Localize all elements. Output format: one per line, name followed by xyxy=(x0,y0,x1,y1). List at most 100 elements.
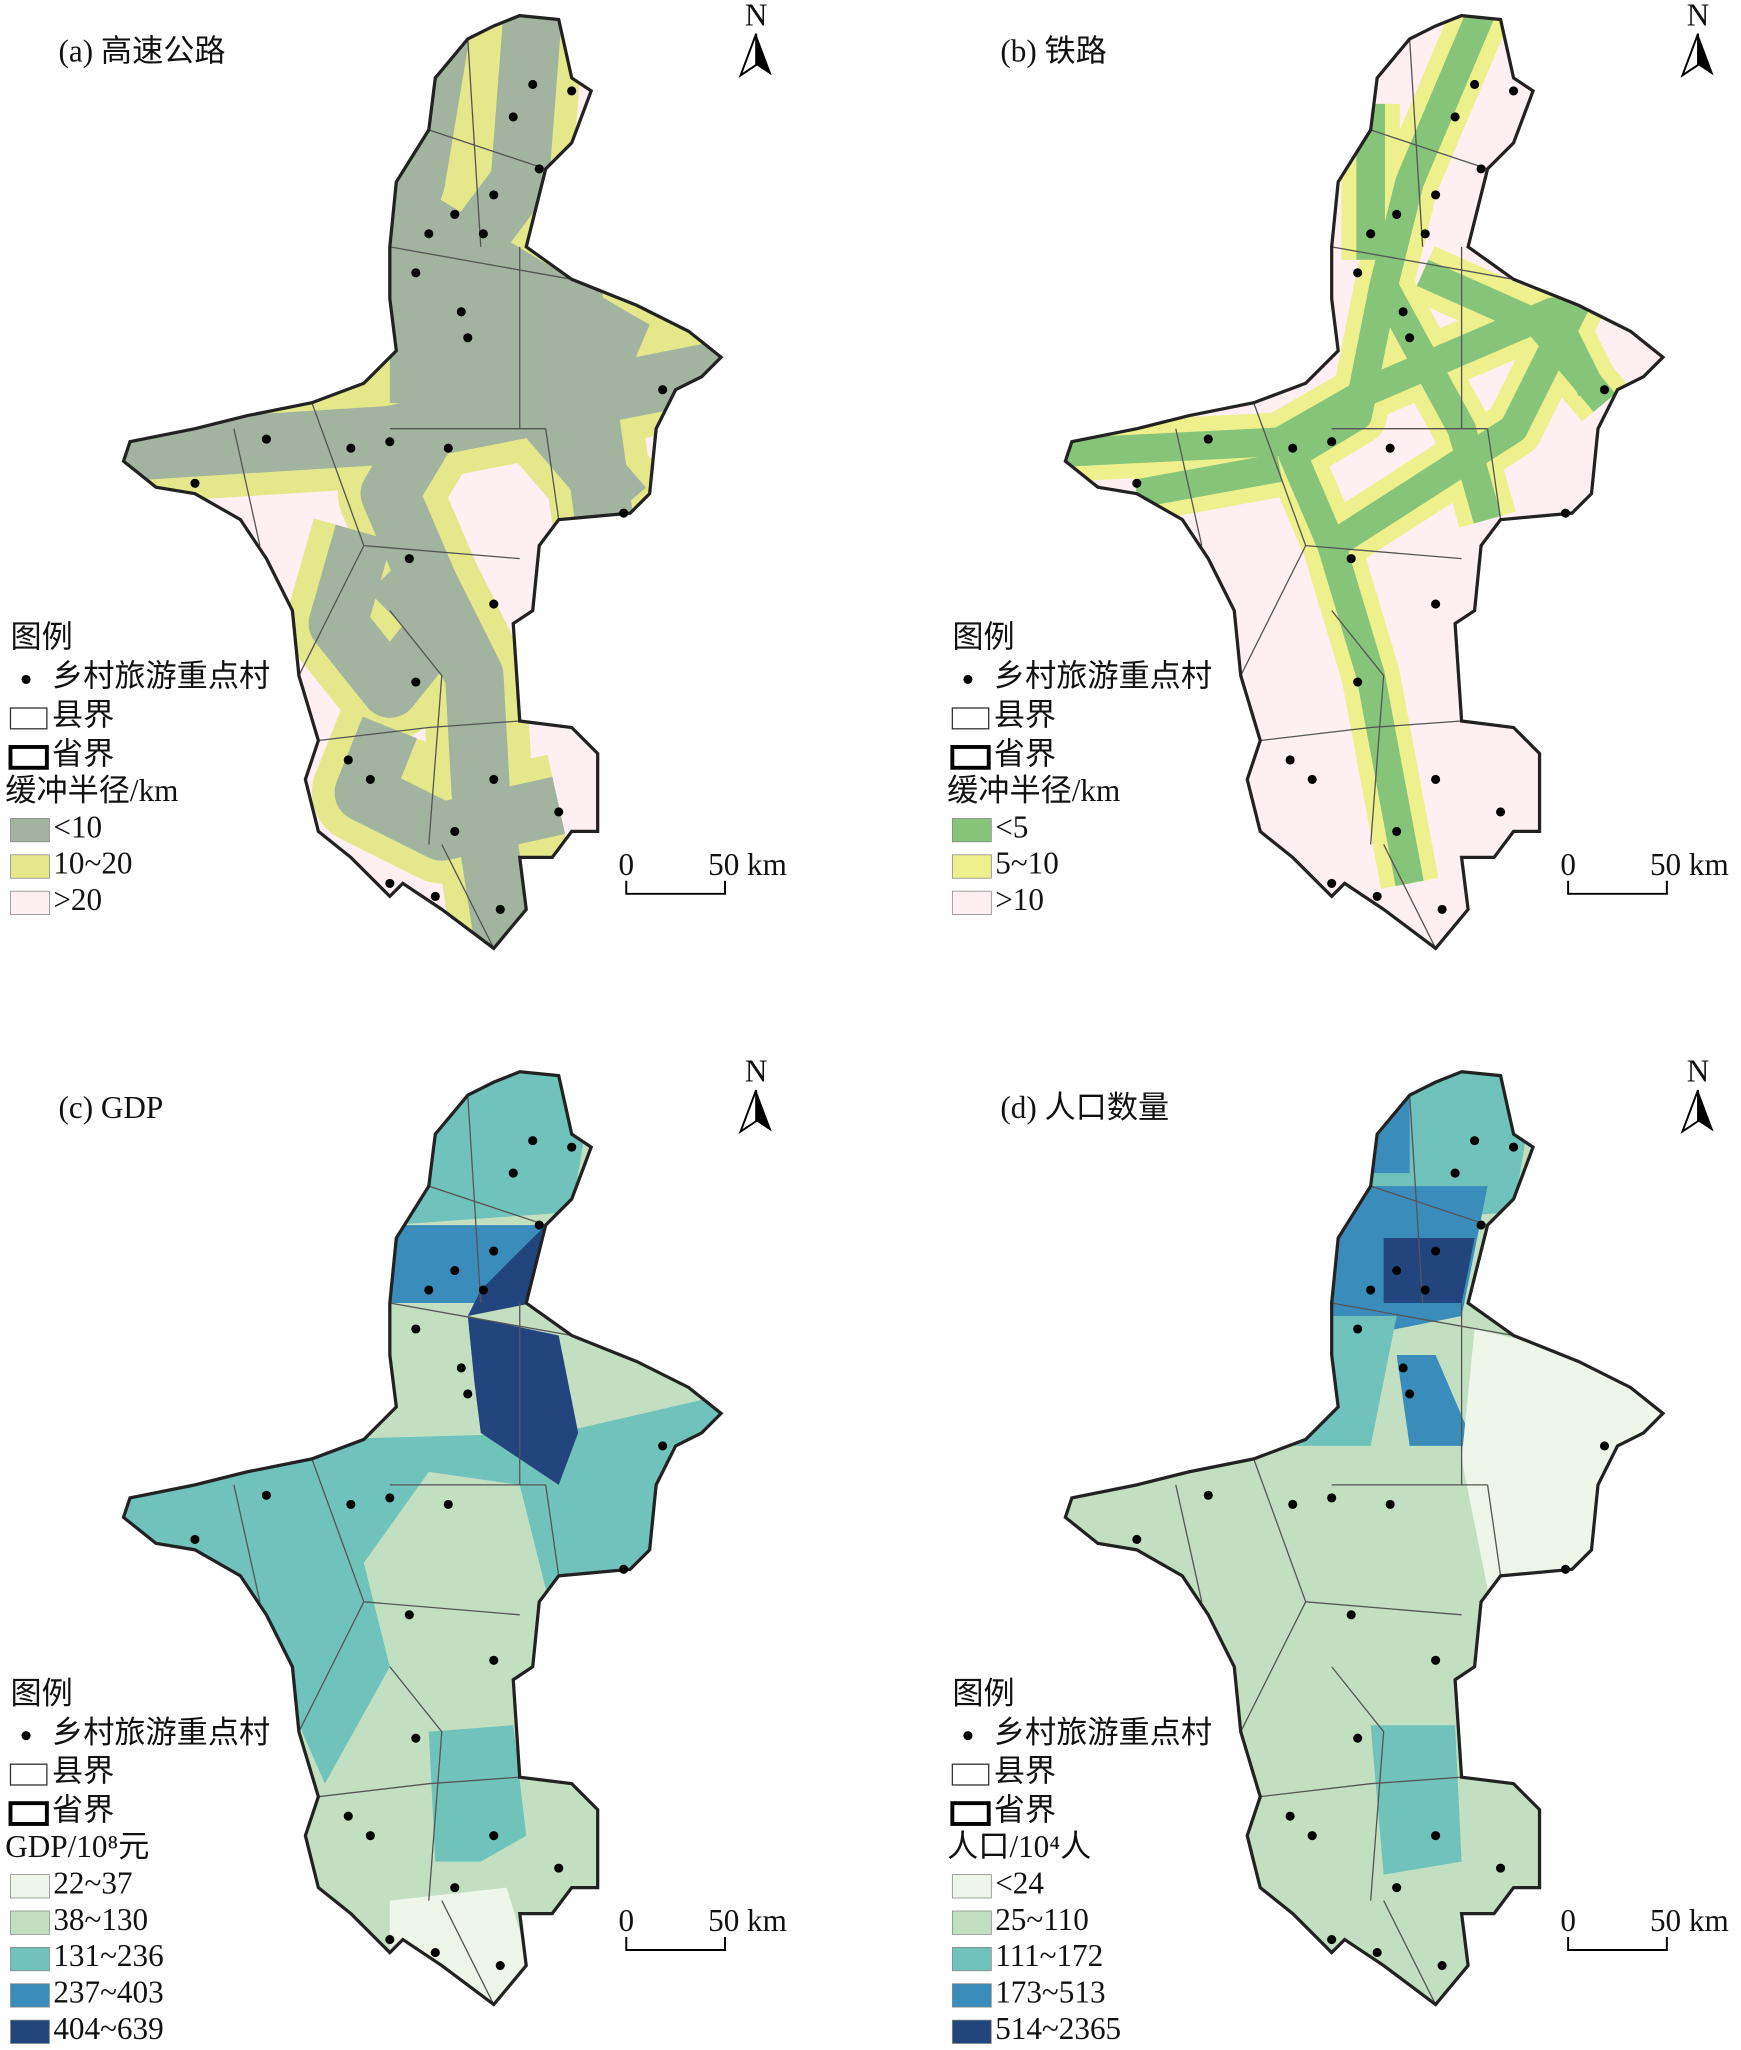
village-dot xyxy=(1327,878,1337,888)
county-border xyxy=(1370,129,1488,170)
county-border xyxy=(1383,844,1437,949)
village-dot xyxy=(1353,1324,1363,1334)
village-dot xyxy=(1450,112,1460,122)
scale-label: 0 xyxy=(1560,847,1576,882)
legend-class-label: 111~172 xyxy=(995,1938,1103,1973)
county-border xyxy=(545,1484,560,1576)
village-dot xyxy=(567,1142,577,1152)
county-border xyxy=(233,1484,261,1602)
village-dot xyxy=(1476,1220,1486,1230)
legend-class-label: <5 xyxy=(995,809,1028,844)
village-dot xyxy=(489,774,499,785)
legend-swatch xyxy=(951,854,992,879)
panel-title: (a) 高速公路 xyxy=(59,34,226,69)
village-dot xyxy=(404,554,414,564)
village-dot xyxy=(1431,774,1441,785)
village-dot xyxy=(343,755,353,765)
village-dot xyxy=(534,164,544,174)
county-border xyxy=(363,1601,520,1616)
north-arrow xyxy=(756,1089,772,1132)
legend-swatch xyxy=(10,1946,50,1972)
legend-symbol xyxy=(963,674,973,684)
village-dot xyxy=(619,1564,629,1574)
village-dot xyxy=(365,774,375,785)
county-border xyxy=(318,1776,520,1798)
village-dot xyxy=(528,1136,538,1146)
map-panel: (d) 人口数量 N 图例乡村旅游重点村县界省界人口/10⁴人<2425~11011… xyxy=(947,1054,1729,2046)
village-dot xyxy=(1470,1136,1480,1146)
village-dot xyxy=(404,1610,414,1620)
map-fill xyxy=(123,15,722,949)
village-dot xyxy=(1470,79,1480,89)
village-dot xyxy=(1431,599,1441,609)
county-border xyxy=(1260,720,1462,742)
village-dot xyxy=(1353,1733,1363,1743)
village-dot xyxy=(261,434,271,444)
village-dot xyxy=(478,229,488,239)
legend-class-label: >20 xyxy=(53,882,102,917)
legend-item: 省界 xyxy=(994,737,1056,772)
county-border xyxy=(1408,38,1424,247)
buffer-far xyxy=(1065,15,1663,949)
county-border xyxy=(363,544,520,560)
legend-swatch xyxy=(951,890,992,915)
legend-symbol xyxy=(950,745,991,770)
village-dot xyxy=(1392,1265,1402,1276)
legend-class-title: 缓冲半径/km xyxy=(947,773,1120,808)
village-dot xyxy=(346,443,356,453)
scale-label: 50 km xyxy=(708,847,787,882)
village-dot xyxy=(1437,1961,1447,1971)
village-dot xyxy=(1599,385,1610,395)
north-label: N xyxy=(745,1054,768,1089)
village-dot xyxy=(443,1499,453,1509)
legend-class-label: <10 xyxy=(53,809,102,844)
village-dot xyxy=(430,1948,440,1958)
village-dot xyxy=(463,333,473,343)
county-border xyxy=(1408,1095,1424,1304)
village-dot xyxy=(456,1363,466,1373)
village-dot xyxy=(1288,1499,1298,1509)
village-dot xyxy=(450,1265,460,1276)
village-dot xyxy=(1392,826,1402,836)
village-dot xyxy=(1405,1389,1415,1399)
county-border xyxy=(1305,544,1462,560)
legend-item: 省界 xyxy=(52,1793,114,1828)
legend-swatch xyxy=(951,818,992,843)
village-dot xyxy=(190,1534,200,1544)
village-dot xyxy=(1203,1490,1213,1500)
village-dot xyxy=(489,190,499,200)
village-dot xyxy=(554,1863,564,1873)
north-arrow xyxy=(1680,33,1700,78)
village-dot xyxy=(1366,229,1376,239)
legend-title: 图例 xyxy=(952,620,1014,655)
legend-item: 县界 xyxy=(52,1754,114,1789)
legend-symbol xyxy=(8,745,49,770)
village-dot xyxy=(385,878,395,888)
village-dot xyxy=(1398,307,1408,317)
scale-label: 0 xyxy=(618,1903,634,1938)
buffer-near xyxy=(308,524,472,718)
buffer-near xyxy=(123,335,722,484)
legend-title: 图例 xyxy=(952,1676,1014,1711)
village-dot xyxy=(1285,755,1295,765)
scale-bar xyxy=(1567,1936,1668,1951)
legend-item: 县界 xyxy=(52,698,114,733)
county-border xyxy=(441,844,495,949)
village-dot xyxy=(1385,1499,1395,1509)
county-border xyxy=(1305,1601,1462,1616)
village-dot xyxy=(1132,1534,1142,1544)
legend-symbol xyxy=(9,1763,48,1786)
legend-item: 乡村旅游重点村 xyxy=(52,1715,270,1750)
village-dot xyxy=(365,1831,375,1841)
legend-symbol xyxy=(8,1801,49,1826)
village-dot xyxy=(456,307,466,317)
buffer-near xyxy=(1323,292,1592,558)
legend-class-title: 人口/10⁴人 xyxy=(947,1829,1091,1864)
village-dot xyxy=(554,807,564,817)
legend-item: 县界 xyxy=(994,1754,1056,1789)
legend-swatch xyxy=(10,1910,50,1935)
legend-symbol xyxy=(950,1801,991,1826)
legend-symbol xyxy=(951,707,990,730)
panel-title: (c) GDP xyxy=(59,1090,164,1125)
